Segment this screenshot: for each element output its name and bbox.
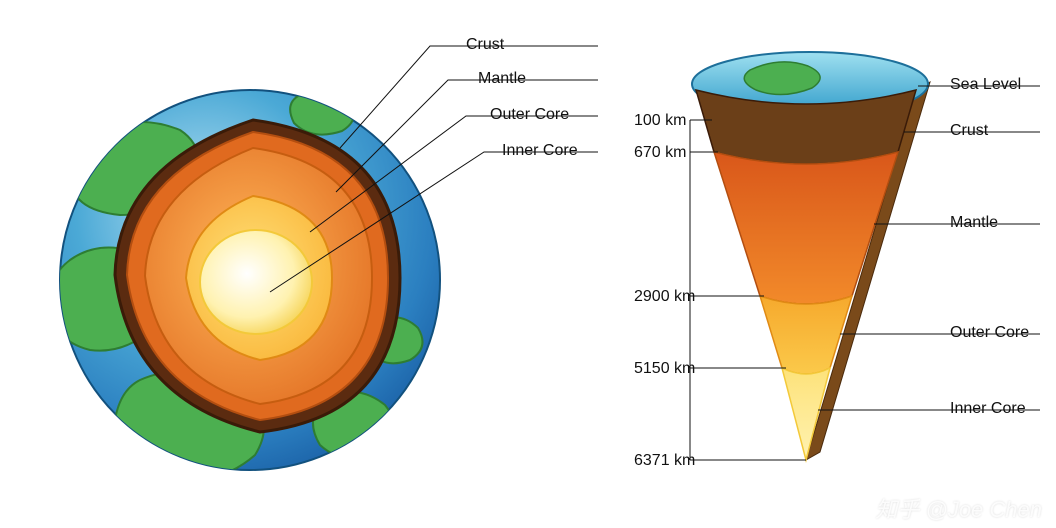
wedge-label-outer-core: Outer Core xyxy=(950,324,1029,342)
depth-5150: 5150 km xyxy=(634,360,695,378)
depth-670: 670 km xyxy=(634,144,686,162)
depth-100: 100 km xyxy=(634,112,686,130)
depth-2900: 2900 km xyxy=(634,288,695,306)
wedge-label-sea: Sea Level xyxy=(950,76,1021,94)
wedge-label-mantle: Mantle xyxy=(950,214,998,232)
wedge-label-inner-core: Inner Core xyxy=(950,400,1026,418)
wedge-label-crust: Crust xyxy=(950,122,988,140)
wedge-diagram xyxy=(0,0,1056,528)
depth-6371: 6371 km xyxy=(634,452,695,470)
